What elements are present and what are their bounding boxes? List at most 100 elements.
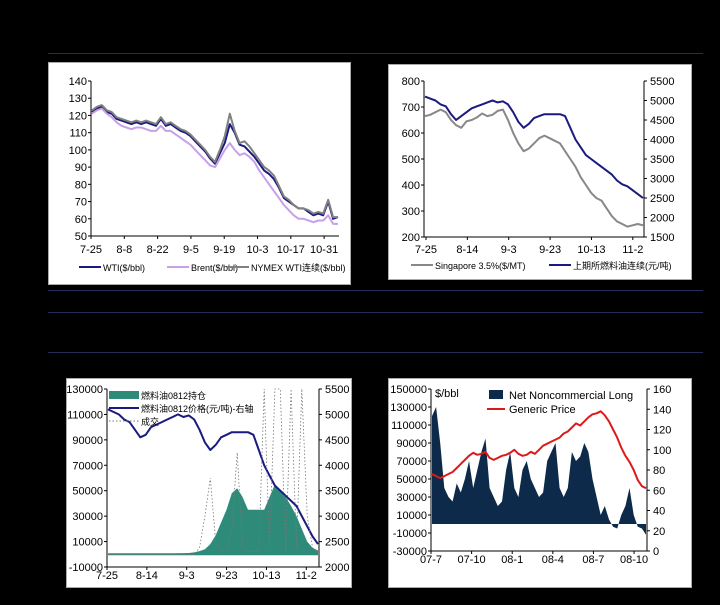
x-tick-label: 8-14 — [456, 244, 478, 256]
y-tick-label: -10000 — [69, 562, 103, 574]
x-tick-label: 07-7 — [420, 554, 442, 566]
chart-panel-noncommercial: -30000 -10000 10000 30000 50000 70000 90000 110… — [388, 378, 692, 588]
x-tick-label: 8-14 — [136, 570, 158, 582]
y-tick-label: 110000 — [67, 409, 103, 421]
y-tick-label: 10000 — [72, 537, 103, 549]
chart-panel-crude: 50 60 70 80 90 100 110 120 130 140 7-25 8-8 8-22 9-5 9… — [48, 62, 351, 285]
legend-label: WTI($/bbl) — [103, 263, 145, 273]
y-tick-label: 150000 — [390, 384, 427, 396]
y-right-tick-label: 4500 — [325, 435, 349, 447]
y-tick-label: 130000 — [390, 402, 427, 414]
x-tick-label: 11-2 — [296, 570, 317, 582]
y-right-tick-label: 4000 — [325, 460, 349, 472]
x-tick-label: 9-3 — [501, 244, 517, 256]
x-tick-label: 9-23 — [216, 570, 238, 582]
line-series-1 — [431, 410, 647, 490]
x-tick-label: 08-4 — [542, 554, 564, 566]
y-right-tick-label: 5500 — [325, 384, 349, 396]
y-right-tick-label: 160 — [653, 384, 671, 396]
x-tick-label: 07-10 — [458, 554, 486, 566]
line-series-1 — [107, 408, 319, 545]
y-tick-label: 60 — [75, 214, 87, 226]
line-series-2 — [91, 104, 338, 219]
y-right-tick-label: 80 — [653, 465, 665, 477]
chart-panel-fuel-oil: 200 300 400 500 600 700 800 1500 2000 2500 3000 350… — [388, 64, 692, 280]
y-right-tick-label: 2000 — [650, 213, 674, 225]
y-right-tick-label: 1500 — [650, 232, 674, 244]
y-tick-label: 130 — [69, 93, 87, 105]
y-right-tick-label: 2500 — [325, 537, 349, 549]
separator-line — [48, 352, 703, 353]
chart-panel-open-interest: -10000 10000 30000 50000 70000 90000 110000 130… — [66, 378, 352, 588]
x-tick-label: 7-25 — [96, 570, 118, 582]
y-right-tick-label: 60 — [653, 485, 665, 497]
area-series-0 — [432, 407, 646, 535]
y-right-tick-label: 100 — [653, 445, 671, 457]
legend-label: 上期所燃料油连续(元/吨) — [573, 260, 672, 271]
x-tick-label: 9-23 — [539, 244, 561, 256]
legend-label: 燃料油0812持仓 — [141, 390, 206, 401]
x-tick-label: 10-31 — [310, 244, 338, 256]
y-right-tick-label: 3500 — [650, 154, 674, 166]
y-right-tick-label: 20 — [653, 526, 665, 538]
y-right-tick-label: 3500 — [325, 486, 349, 498]
y-tick-label: 70000 — [396, 456, 427, 468]
y-axis-label: $/bbl — [435, 388, 459, 400]
y-tick-label: 50 — [75, 231, 87, 243]
y-right-tick-label: 3000 — [650, 174, 674, 186]
y-right-tick-label: 0 — [653, 546, 659, 558]
y-tick-label: 70000 — [72, 460, 103, 472]
legend-swatch — [109, 391, 139, 399]
legend-label: Generic Price — [509, 404, 576, 416]
y-tick-label: 90000 — [396, 438, 427, 450]
x-tick-label: 11-2 — [622, 244, 643, 256]
separator-line — [48, 312, 703, 313]
x-tick-label: 08-1 — [501, 554, 523, 566]
y-tick-label: 90 — [75, 162, 87, 174]
x-tick-label: 08-7 — [582, 554, 604, 566]
x-tick-label: 08-10 — [620, 554, 648, 566]
y-tick-label: 50000 — [72, 486, 103, 498]
separator-line — [48, 290, 703, 291]
y-tick-label: 70 — [75, 197, 87, 209]
x-tick-label: 10-3 — [246, 244, 268, 256]
y-right-tick-label: 2500 — [650, 193, 674, 205]
legend-label: Net Noncommercial Long — [509, 390, 633, 402]
y-tick-label: 100 — [69, 145, 87, 157]
x-tick-label: 10-13 — [577, 244, 605, 256]
x-tick-label: 7-25 — [80, 244, 102, 256]
legend-label: Singapore 3.5%($/MT) — [435, 261, 526, 271]
y-tick-label: 50000 — [396, 474, 427, 486]
legend-label: NYMEX WTI连续($/bbl) — [251, 262, 346, 273]
x-tick-label: 10-17 — [277, 244, 305, 256]
y-tick-label: 90000 — [72, 435, 103, 447]
y-right-tick-label: 40 — [653, 506, 665, 518]
y-tick-label: 30000 — [72, 511, 103, 523]
y-tick-label: 500 — [402, 154, 420, 166]
y-tick-label: 120 — [69, 110, 87, 122]
line-series-1 — [91, 107, 338, 225]
separator-line — [48, 53, 703, 54]
y-right-tick-label: 5500 — [650, 76, 674, 88]
area-series-0 — [108, 484, 318, 555]
y-tick-label: 800 — [402, 76, 420, 88]
y-tick-label: 80 — [75, 179, 87, 191]
legend-label: 成交 — [141, 416, 159, 427]
x-tick-label: 9-5 — [183, 244, 199, 256]
y-right-tick-label: 2000 — [325, 562, 349, 574]
fuel-oil-price-chart: 200 300 400 500 600 700 800 1500 2000 2500 3000 350… — [402, 76, 675, 271]
y-tick-label: 110000 — [391, 420, 427, 432]
y-right-tick-label: 120 — [653, 425, 671, 437]
y-tick-label: 200 — [402, 232, 420, 244]
x-tick-label: 10-13 — [252, 570, 280, 582]
y-right-tick-label: 4500 — [650, 115, 674, 127]
y-tick-label: 400 — [402, 180, 420, 192]
y-tick-label: 700 — [402, 102, 420, 114]
y-tick-label: 140 — [69, 76, 87, 88]
legend-label: Brent($/bbl) — [191, 263, 238, 273]
fuel-oil-open-interest-chart: -10000 10000 30000 50000 70000 90000 110000 130… — [67, 384, 349, 582]
legend-swatch — [489, 390, 503, 399]
x-tick-label: 7-25 — [415, 244, 437, 256]
crude-price-chart: 50 60 70 80 90 100 110 120 130 140 7-25 8-8 8-22 9-5 9… — [69, 76, 346, 273]
y-right-tick-label: 140 — [653, 404, 671, 416]
